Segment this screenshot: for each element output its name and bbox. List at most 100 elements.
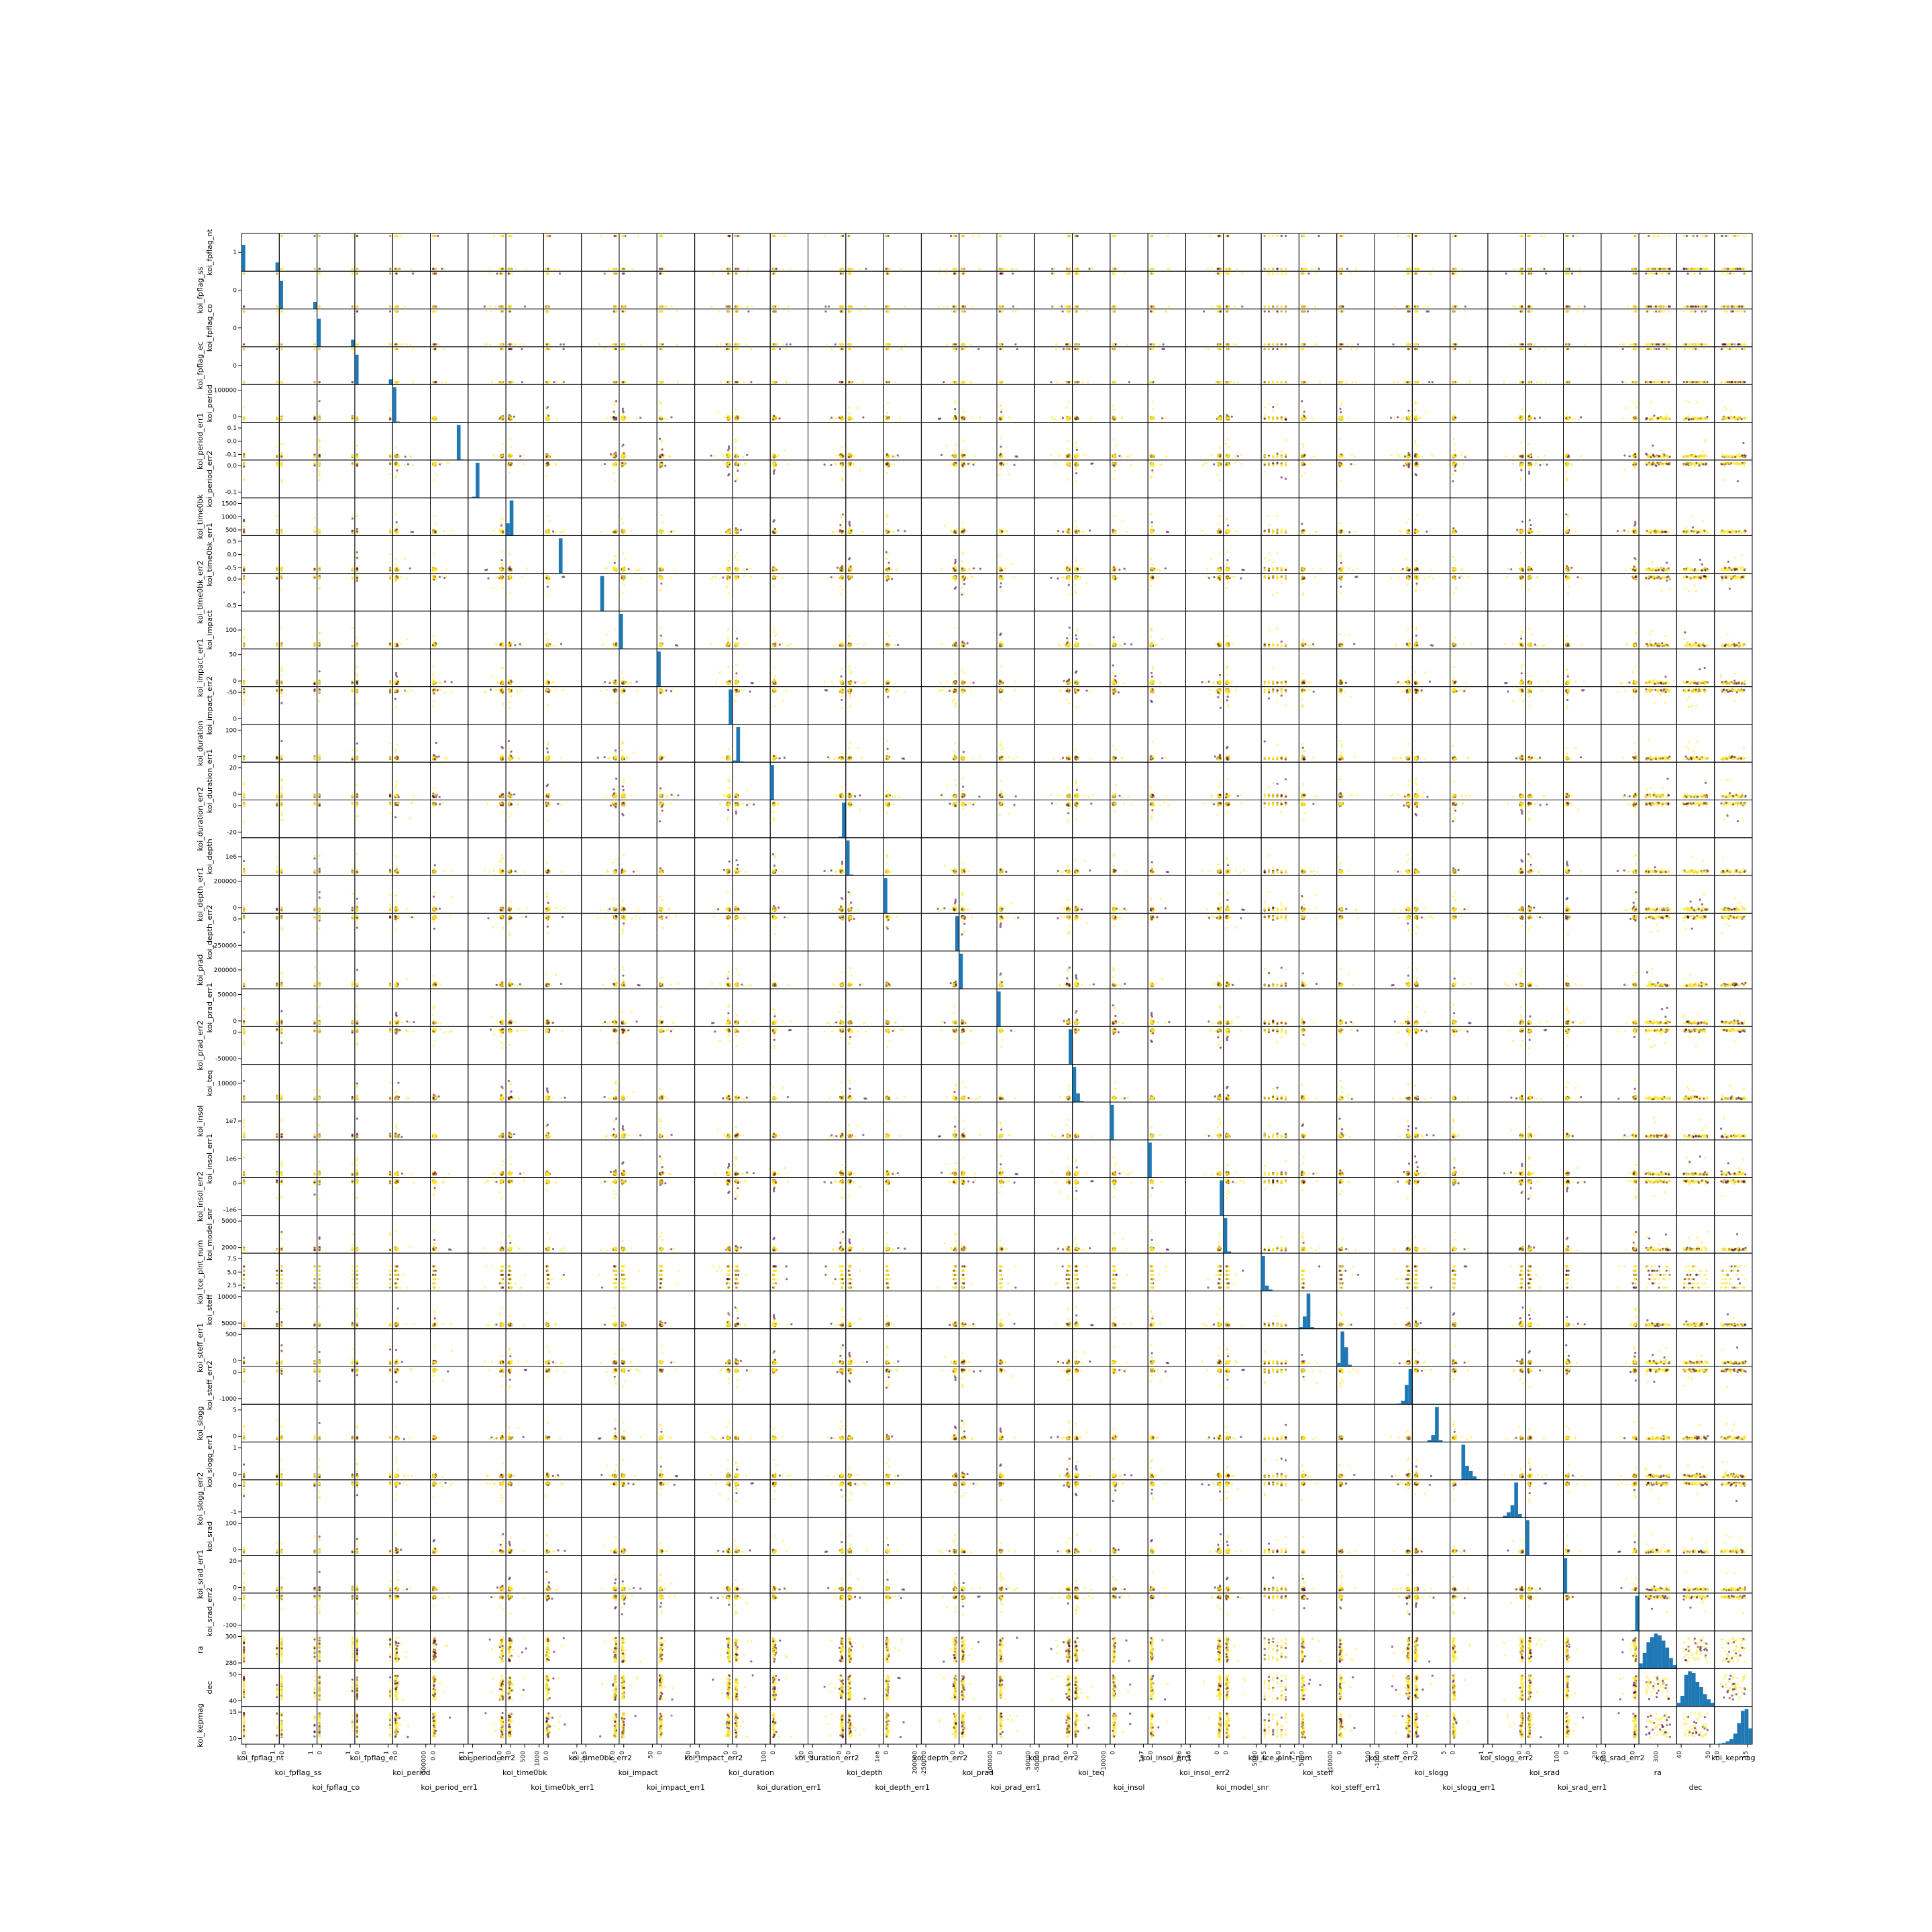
- panel-frame: [695, 233, 733, 271]
- scatter-point: [396, 235, 398, 237]
- panel-frame: [279, 233, 317, 271]
- scatter-point: [441, 268, 443, 270]
- scatter-point: [280, 235, 282, 237]
- scatter-point: [398, 268, 400, 270]
- scatter-point: [434, 235, 436, 237]
- scatter-point: [319, 235, 321, 237]
- scatter-point: [622, 268, 624, 270]
- hist-bar: [241, 245, 246, 271]
- panel-koi_fpflag_nt-vs-koi_duration_err2: [808, 233, 846, 271]
- scatter-point: [525, 268, 527, 270]
- scatter-point: [659, 268, 661, 270]
- panel-koi_fpflag_nt-vs-koi_period_err2: [468, 233, 506, 271]
- scatter-point: [747, 268, 749, 270]
- panel-frame: [846, 233, 883, 271]
- scatter-point: [614, 268, 616, 270]
- scatter-point: [313, 268, 315, 270]
- scatter-point: [553, 268, 555, 270]
- scatter-point: [842, 235, 844, 237]
- scatter-point: [400, 235, 402, 237]
- scatter-point: [622, 235, 624, 237]
- panel-frame: [883, 233, 921, 271]
- scatter-point: [736, 235, 738, 237]
- scatter-point: [600, 235, 602, 237]
- scatter-point: [545, 268, 547, 270]
- scatter-point: [280, 268, 282, 270]
- scatter-point: [631, 268, 633, 270]
- panel-frame: [770, 233, 808, 271]
- panel-frame: [808, 233, 846, 271]
- scatter-point: [783, 235, 785, 237]
- scatter-point: [720, 268, 722, 270]
- panel-koi_fpflag_nt-vs-koi_fpflag_ec: [355, 233, 392, 271]
- scatter-point: [780, 235, 782, 237]
- panel-koi_fpflag_nt-vs-koi_impact: [619, 233, 657, 271]
- panel-frame: [392, 233, 430, 271]
- panel-frame: [468, 233, 506, 271]
- scatter-point: [888, 268, 890, 270]
- scatter-point: [773, 235, 775, 237]
- panel-koi_fpflag_nt-vs-koi_duration_err1: [770, 233, 808, 271]
- scatter-point: [356, 268, 358, 270]
- scatter-point: [515, 268, 517, 270]
- scatter-point: [782, 268, 784, 270]
- panel-frame: [543, 233, 581, 271]
- scatter-point: [389, 235, 391, 237]
- scatter-point: [489, 268, 491, 270]
- panel-koi_fpflag_nt-vs-koi_impact_err2: [695, 233, 733, 271]
- scatter-point: [728, 268, 730, 270]
- panel-koi_fpflag_nt-vs-koi_time0bk: [506, 233, 543, 271]
- scatter-point: [501, 268, 503, 270]
- scatter-point: [410, 268, 412, 270]
- scatter-point: [509, 235, 511, 237]
- panel-frame: [317, 233, 355, 271]
- scatter-point: [558, 268, 560, 270]
- scatter-point: [615, 235, 617, 237]
- scatter-point: [849, 235, 851, 237]
- scatter-point: [661, 235, 663, 237]
- scatter-point: [313, 235, 315, 237]
- scatter-point: [637, 235, 639, 237]
- panel-koi_fpflag_nt-vs-koi_time0bk_err2: [582, 233, 619, 271]
- hist-bar: [276, 262, 280, 271]
- panel-frame: [355, 233, 392, 271]
- scatter-point: [785, 235, 787, 237]
- scatter-point: [849, 268, 851, 270]
- panel-frame: [582, 233, 619, 271]
- panel-koi_fpflag_nt-vs-koi_fpflag_co: [317, 233, 355, 271]
- scatter-point: [352, 268, 354, 270]
- panel-koi_fpflag_nt-vs-koi_fpflag_ss: [279, 233, 317, 271]
- panel-koi_fpflag_nt-vs-koi_period: [392, 233, 430, 271]
- scatter-point: [900, 268, 902, 270]
- panel-koi_fpflag_nt-vs-koi_duration: [733, 233, 770, 271]
- scatter-point: [865, 268, 867, 270]
- scatter-point: [545, 235, 547, 237]
- panel-koi_fpflag_nt-vs-koi_depth: [846, 233, 883, 271]
- scatter-point: [773, 268, 775, 270]
- scatter-point: [840, 235, 842, 237]
- scatter-point: [437, 235, 439, 237]
- scatter-point: [853, 268, 855, 270]
- panel-koi_fpflag_nt-vs-koi_impact_err1: [657, 233, 694, 271]
- scatter-point: [729, 235, 731, 237]
- scatter-point: [841, 268, 843, 270]
- scatter-point: [859, 268, 861, 270]
- panel-koi_fpflag_nt-vs-koi_fpflag_nt: [241, 233, 279, 271]
- scatter-point: [549, 235, 551, 237]
- scatter-point: [789, 268, 791, 270]
- scatter-point: [396, 268, 398, 270]
- scatter-point: [356, 235, 358, 237]
- scatter-point: [502, 235, 504, 237]
- scatter-point: [608, 268, 610, 270]
- panel-frame: [619, 233, 657, 271]
- panel-frame: [921, 233, 959, 271]
- panel-koi_fpflag_nt-vs-koi_depth_err1: [883, 233, 921, 271]
- panel-frame: [733, 233, 770, 271]
- panel-frame: [431, 233, 468, 271]
- scatter-point: [885, 268, 888, 270]
- scatter-point: [319, 268, 321, 270]
- scatter-point: [824, 235, 826, 237]
- panel-koi_fpflag_nt-vs-koi_time0bk_err1: [543, 233, 581, 271]
- panel-koi_fpflag_nt-vs-koi_depth_err2: [921, 233, 959, 271]
